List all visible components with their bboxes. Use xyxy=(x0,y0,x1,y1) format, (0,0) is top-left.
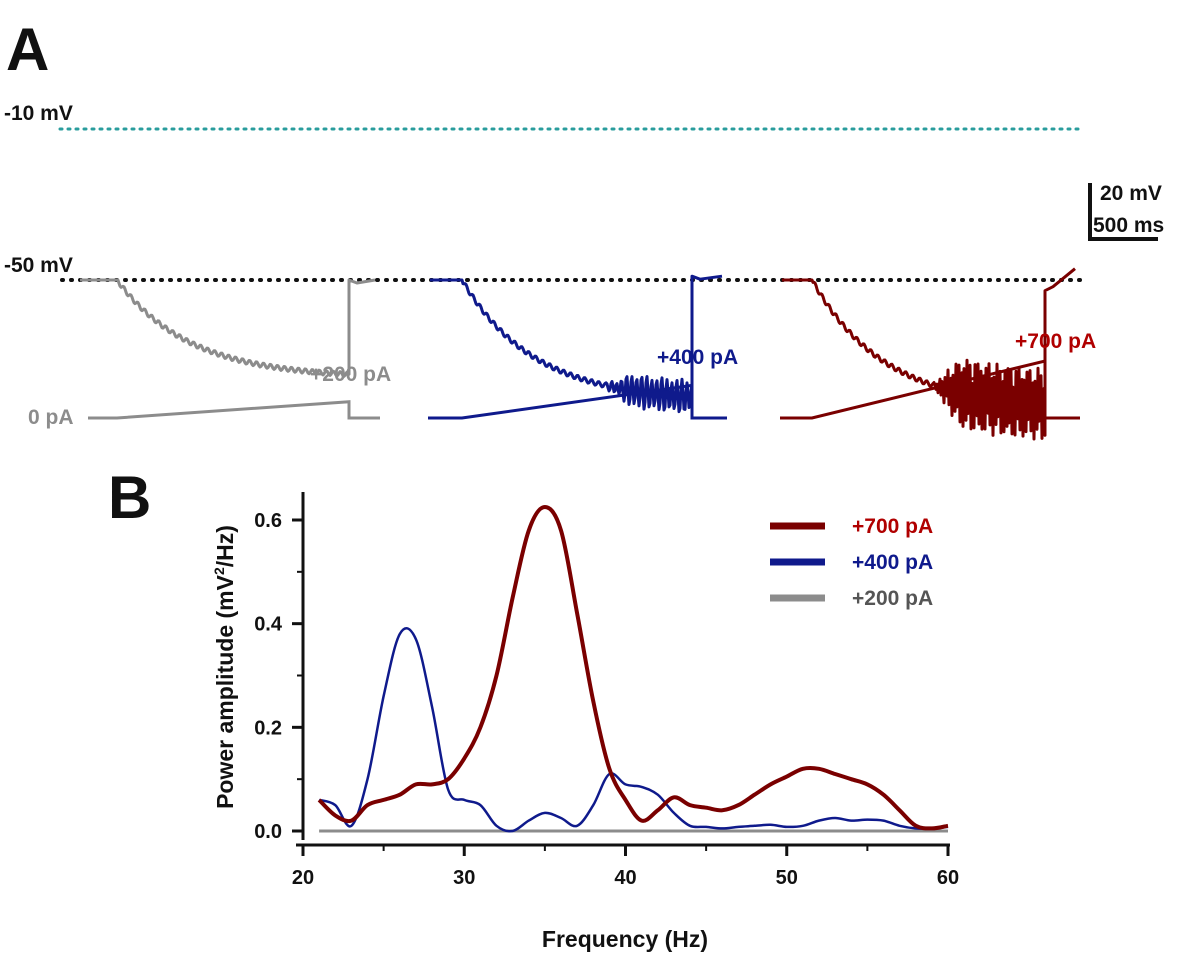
stimulus-ramp-400 xyxy=(428,383,727,420)
x-tick-label: 20 xyxy=(292,867,314,889)
stimulus-traces xyxy=(88,359,1080,420)
scale-time-label: 500 ms xyxy=(1093,214,1164,237)
stim-label-400: +400 pA xyxy=(657,346,738,369)
stim-label-200: +200 pA xyxy=(310,363,391,386)
panel-a-label: A xyxy=(6,16,49,83)
x-tick-label: 60 xyxy=(937,867,959,889)
chart-legend: +700 pA +400 pA +200 pA xyxy=(770,515,933,610)
ref-bottom-label: -50 mV xyxy=(4,254,73,277)
voltage-trace-700 xyxy=(781,267,1076,441)
legend-label: +400 pA xyxy=(852,551,933,574)
y-tick-label: 0.2 xyxy=(254,717,282,739)
series-line-400 xyxy=(318,627,949,833)
series-line-700 xyxy=(317,505,949,831)
stimulus-ramp-700 xyxy=(780,359,1080,420)
y-tick-label: 0.4 xyxy=(254,614,283,636)
y-axis-label-main: Power amplitude (mV xyxy=(212,574,238,809)
legend-label: +700 pA xyxy=(852,515,933,538)
stim-label-700: +700 pA xyxy=(1015,330,1096,353)
chart-axes: 20 30 40 50 60 0.0 0.2 0.4 0.6 xyxy=(254,492,959,889)
voltage-traces xyxy=(79,267,1076,441)
scale-voltage-label: 20 mV xyxy=(1100,182,1162,205)
voltage-trace-400 xyxy=(429,274,723,414)
ref-top-label: -10 mV xyxy=(4,102,73,125)
x-tick-label: 50 xyxy=(776,867,798,889)
y-tick-label: 0.6 xyxy=(254,510,282,532)
y-axis-label-sup: 2 xyxy=(211,567,227,575)
scale-bar xyxy=(1088,183,1158,241)
x-axis-label: Frequency (Hz) xyxy=(542,926,708,952)
y-axis-label: Power amplitude (mV2/Hz) xyxy=(211,525,238,809)
voltage-trace-200 xyxy=(79,278,376,378)
stimulus-ramp-200 xyxy=(88,400,380,420)
zero-current-label: 0 pA xyxy=(28,406,74,429)
legend-label: +200 pA xyxy=(852,587,933,610)
y-axis-label-end: /Hz) xyxy=(212,525,238,567)
chart-series xyxy=(317,505,949,833)
x-tick-label: 40 xyxy=(614,867,636,889)
x-tick-label: 30 xyxy=(453,867,475,889)
y-tick-label: 0.0 xyxy=(254,821,282,843)
panel-b-label: B xyxy=(108,464,151,531)
